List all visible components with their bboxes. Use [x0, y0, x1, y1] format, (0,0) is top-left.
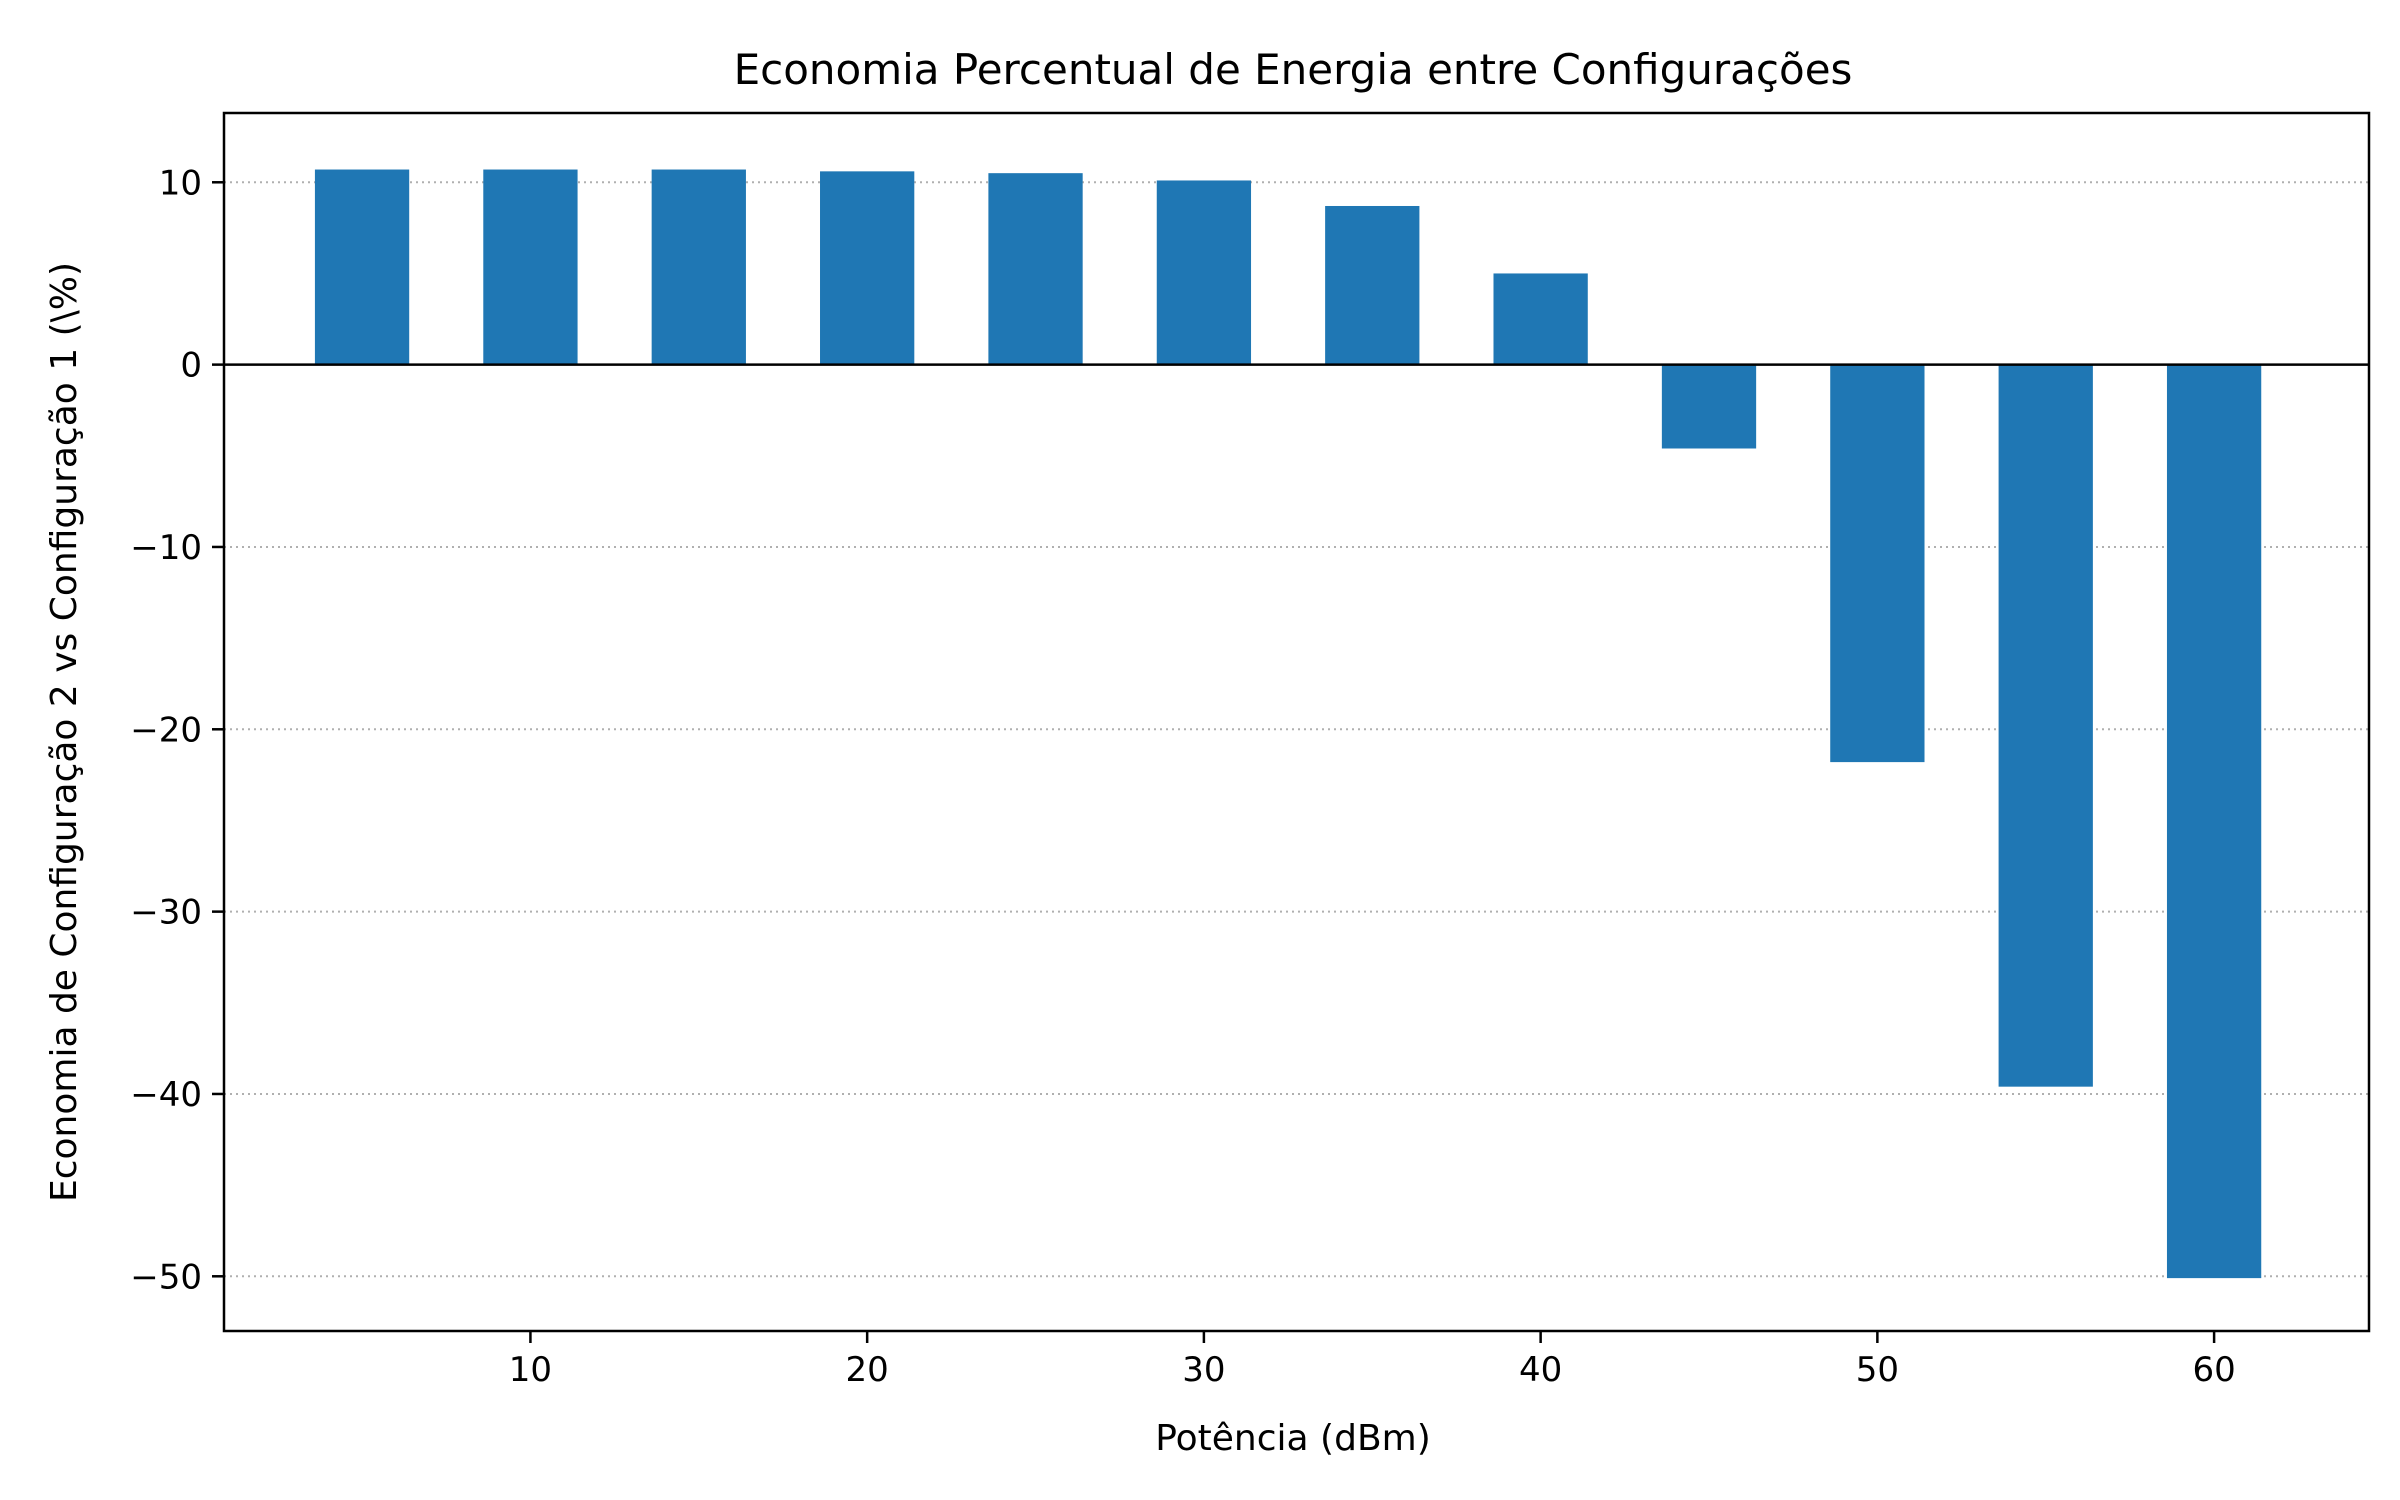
bar [1998, 364, 2093, 1087]
chart-title: Economia Percentual de Energia entre Con… [734, 45, 1853, 94]
bar [1325, 205, 1420, 365]
y-tick-label: −40 [130, 1075, 202, 1115]
y-tick-label: −50 [130, 1257, 202, 1297]
bar [651, 169, 746, 365]
x-tick-label: 50 [1856, 1350, 1899, 1390]
bar [483, 169, 578, 365]
bar [314, 169, 410, 365]
y-axis-ticks: 10 0 −10 −20 −30 −40 −50 [130, 163, 224, 1297]
x-tick-label: 10 [509, 1350, 552, 1390]
bar [988, 173, 1083, 365]
x-axis-ticks: 10 20 30 40 50 60 [509, 1331, 2236, 1390]
plot-frame [222, 111, 2371, 1333]
bar [820, 171, 915, 365]
y-axis-label: Economia de Configuração 2 vs Configuraç… [44, 262, 85, 1202]
bar [1661, 364, 1757, 449]
x-axis-label: Potência (dBm) [1155, 1418, 1431, 1459]
y-tick-label: −30 [130, 893, 202, 933]
bar [1493, 273, 1588, 365]
x-tick-label: 30 [1182, 1350, 1225, 1390]
x-tick-label: 20 [846, 1350, 889, 1390]
bar [2166, 364, 2262, 1279]
x-tick-label: 40 [1519, 1350, 1562, 1390]
bar [1830, 364, 1925, 763]
y-tick-label: −20 [130, 710, 202, 750]
x-tick-label: 60 [2192, 1350, 2235, 1390]
y-tick-label: 0 [180, 346, 202, 386]
y-tick-label: 10 [159, 163, 202, 203]
bars [314, 169, 2262, 1279]
bar [1156, 180, 1252, 365]
y-tick-label: −10 [130, 528, 202, 568]
